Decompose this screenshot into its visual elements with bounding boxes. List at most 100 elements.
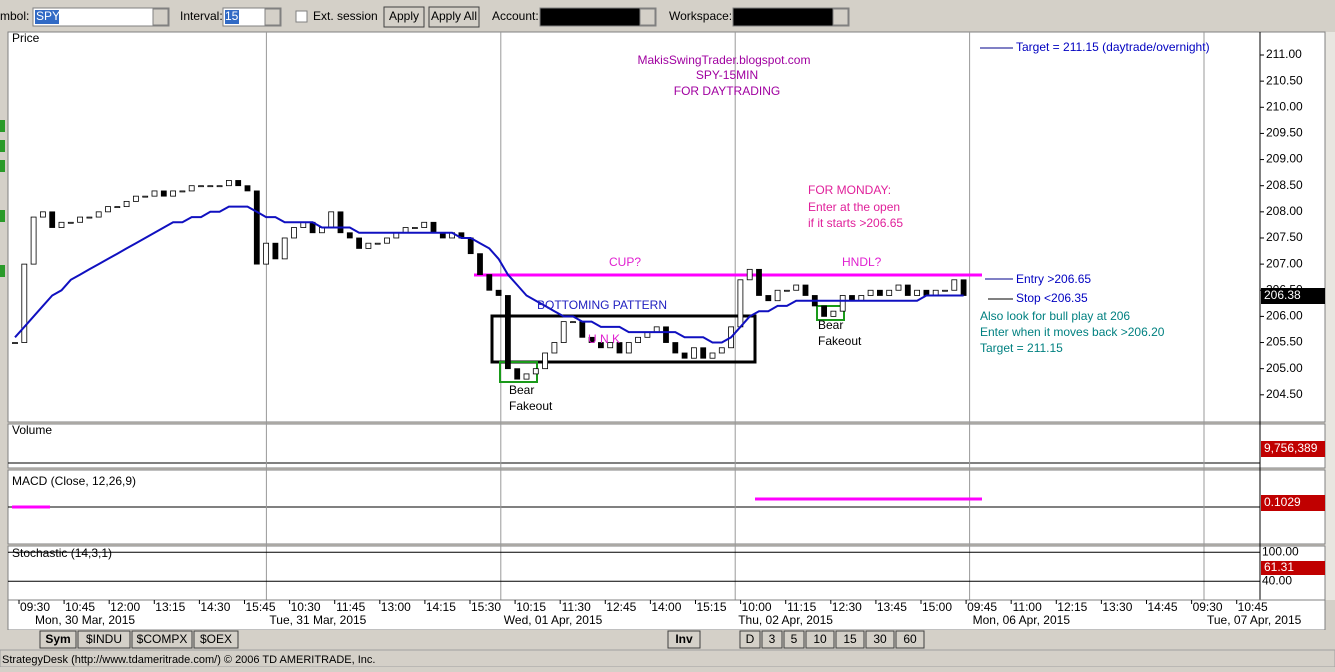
candle (616, 342, 623, 354)
candle (337, 211, 344, 234)
candle (560, 321, 567, 343)
tab[interactable] (667, 630, 701, 649)
time-label: 09:45 (967, 600, 997, 614)
tab[interactable] (193, 630, 239, 649)
tab-label[interactable]: 60 (903, 632, 917, 646)
candle (756, 268, 762, 296)
dropdown[interactable] (152, 8, 169, 26)
y-tick-label: 208.00 (1266, 204, 1303, 218)
tab[interactable] (739, 630, 761, 649)
candle (951, 279, 958, 291)
candle (346, 232, 353, 239)
candle (142, 195, 149, 198)
candle (281, 237, 288, 260)
candle (625, 342, 632, 354)
annotation: Enter when it moves back >206.20 (980, 325, 1165, 339)
candle (821, 305, 827, 317)
tab[interactable] (131, 630, 193, 649)
candle (430, 221, 437, 234)
candle (784, 289, 790, 292)
candle (765, 295, 772, 302)
account-box[interactable] (539, 7, 657, 27)
date-label: Wed, 01 Apr, 2015 (504, 613, 603, 627)
time-label: 13:00 (381, 600, 411, 614)
interval-input[interactable]: 15 (225, 9, 239, 23)
annotation: Target = 211.15 (980, 341, 1063, 355)
tab-label[interactable]: Inv (675, 632, 693, 646)
tab-label[interactable]: 10 (813, 632, 827, 646)
macd-badge (1261, 495, 1325, 511)
pane-title: Price (12, 31, 40, 45)
tab-label[interactable]: $OEX (200, 632, 232, 646)
symbol-input[interactable]: SPY (36, 9, 60, 23)
tab[interactable] (835, 630, 865, 649)
pane-title: Stochastic (14,3,1) (12, 546, 112, 560)
apply-all-button[interactable] (428, 6, 480, 28)
candle (477, 253, 483, 275)
y-tick-label: 208.50 (1266, 178, 1303, 192)
annotation: Bear (509, 383, 534, 397)
tab[interactable] (865, 630, 895, 649)
ext-session[interactable]: Ext. session (313, 9, 378, 23)
candle (793, 284, 800, 291)
checkbox[interactable] (295, 10, 308, 23)
candle (551, 342, 558, 354)
candle (198, 185, 204, 188)
time-labels: 09:30 10:45 12:00 13:15 14:30 15:45 10:30 11:45… (18, 600, 1302, 627)
tab-label[interactable]: 15 (843, 632, 857, 646)
time-label: 11:15 (787, 600, 816, 614)
apply[interactable]: Apply (389, 9, 419, 23)
candle (737, 279, 744, 328)
y-tick-label: 210.00 (1266, 99, 1303, 113)
pane-title: MACD (Close, 12,26,9) (12, 474, 136, 488)
tab-label[interactable]: 3 (769, 632, 776, 646)
candle (598, 342, 604, 349)
candle (207, 185, 214, 188)
apply-all[interactable]: Apply All (431, 9, 477, 23)
candle (774, 289, 781, 302)
candle (514, 368, 521, 380)
tab-label[interactable]: 5 (791, 632, 798, 646)
tab-label[interactable]: D (746, 632, 755, 646)
tab[interactable] (895, 630, 925, 649)
tab-label[interactable]: 30 (873, 632, 887, 646)
account-label: Account: (492, 9, 539, 23)
dropdown[interactable] (832, 8, 849, 26)
time-label: 15:00 (922, 600, 952, 614)
tab-label[interactable]: Sym (45, 632, 70, 646)
tabs: Sym $INDU $COMPX $OEX Inv D 3 5 10 15 30 60 (39, 630, 925, 649)
candle (700, 347, 707, 359)
tab[interactable] (39, 630, 77, 649)
annotation: SPY-15MIN (696, 68, 758, 82)
candle (132, 195, 139, 202)
scrollbar[interactable] (1325, 32, 1335, 600)
annotation: Also look for bull play at 206 (980, 309, 1130, 323)
time-label: 11:00 (1013, 600, 1042, 614)
tab-label[interactable]: $COMPX (137, 632, 188, 646)
annotation: Stop <206.35 (1016, 291, 1088, 305)
day-separators (265, 32, 1205, 628)
y-tick-label: 205.00 (1266, 361, 1303, 375)
candle (244, 185, 251, 192)
dropdown[interactable] (264, 8, 281, 26)
dropdown[interactable] (639, 8, 656, 26)
candle (681, 352, 688, 359)
tab[interactable] (805, 630, 835, 649)
candle (867, 289, 874, 296)
time-label: 15:45 (245, 600, 275, 614)
tab[interactable] (761, 630, 783, 649)
apply-button[interactable] (383, 6, 425, 28)
candle (830, 310, 837, 317)
candle (802, 284, 809, 296)
y-tick-label: 204.50 (1266, 387, 1303, 401)
time-label: 12:00 (110, 600, 140, 614)
time-axis (7, 599, 1326, 631)
volume-pane (7, 423, 1326, 469)
tab[interactable] (77, 630, 131, 649)
tab[interactable] (783, 630, 805, 649)
workspace-box[interactable] (732, 7, 850, 27)
symbol-box[interactable] (32, 7, 170, 27)
tab-label[interactable]: $INDU (86, 632, 122, 646)
price-badge (1261, 288, 1325, 304)
annotation: FOR MONDAY: (808, 183, 891, 197)
